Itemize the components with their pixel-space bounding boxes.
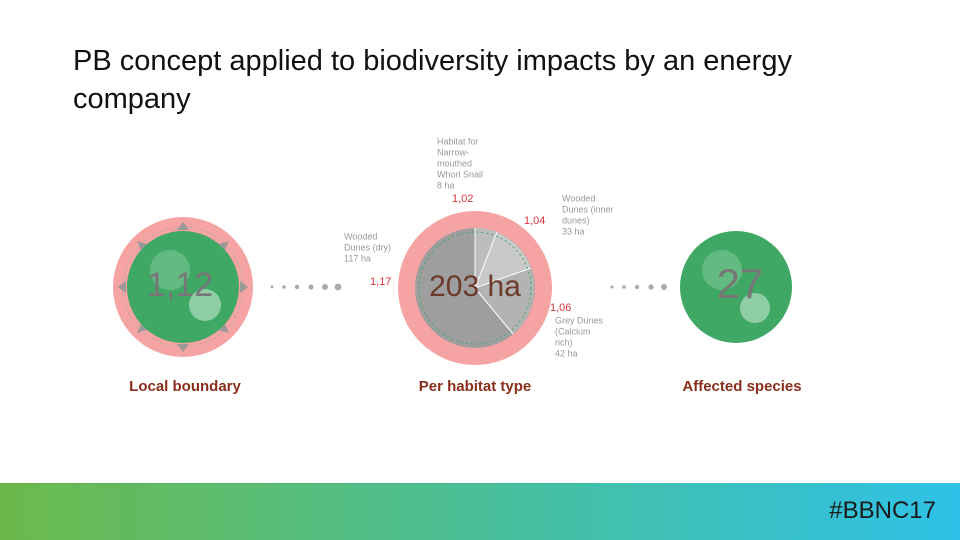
- habitat-label: 33 ha: [562, 226, 585, 236]
- panel-value: 1,12: [147, 266, 213, 304]
- habitat-label: rich): [555, 337, 573, 347]
- icon: [150, 250, 190, 290]
- icon: [189, 289, 221, 321]
- panel-value: 203 ha: [429, 270, 521, 303]
- habitat-label: Dunes (dry): [344, 242, 391, 252]
- hashtag: #BBNC17: [829, 497, 936, 524]
- habitat-ratio: 1,17: [370, 276, 391, 288]
- icon: [740, 293, 770, 323]
- habitat-label: Wooded: [344, 231, 377, 241]
- habitat-label: dunes): [562, 215, 590, 225]
- footer-bar: #BBNC17: [0, 483, 960, 540]
- pie-slice: [475, 268, 535, 334]
- habitat-label: mouthed: [437, 158, 472, 168]
- panel-label: Affected species: [682, 378, 801, 395]
- panel-value: 27: [717, 260, 764, 307]
- pie-dashes: [418, 231, 532, 345]
- habitat-label: Narrow-: [437, 147, 469, 157]
- diagram: 1,12 Local boundary 203 ha Per habitat type…: [113, 136, 802, 395]
- pie-dividers: [474, 228, 532, 335]
- habitat-label: Dunes (inner: [562, 204, 614, 214]
- habitat-label: 42 ha: [555, 348, 578, 358]
- habitat-ratio: 1,06: [550, 302, 571, 314]
- habitat-label: 117 ha: [344, 253, 371, 263]
- slide-title: PB concept applied to biodiversity impac…: [73, 45, 792, 115]
- connector-dots: [270, 283, 667, 291]
- panel-label: Per habitat type: [419, 378, 532, 395]
- icon: [702, 250, 742, 290]
- habitat-label: Habitat for: [437, 136, 479, 146]
- habitat-label: Grey Dunes: [555, 315, 604, 325]
- habitat-label: Wooded: [562, 193, 595, 203]
- habitat-label: (Calcium: [555, 326, 591, 336]
- habitat-label: 8 ha: [437, 180, 455, 190]
- habitat-ratio: 1,04: [524, 215, 545, 227]
- habitat-label: Whorl Snail: [437, 169, 483, 179]
- habitat-ratio: 1,02: [452, 193, 473, 205]
- triangles: [118, 222, 248, 352]
- panel-label: Local boundary: [129, 378, 241, 395]
